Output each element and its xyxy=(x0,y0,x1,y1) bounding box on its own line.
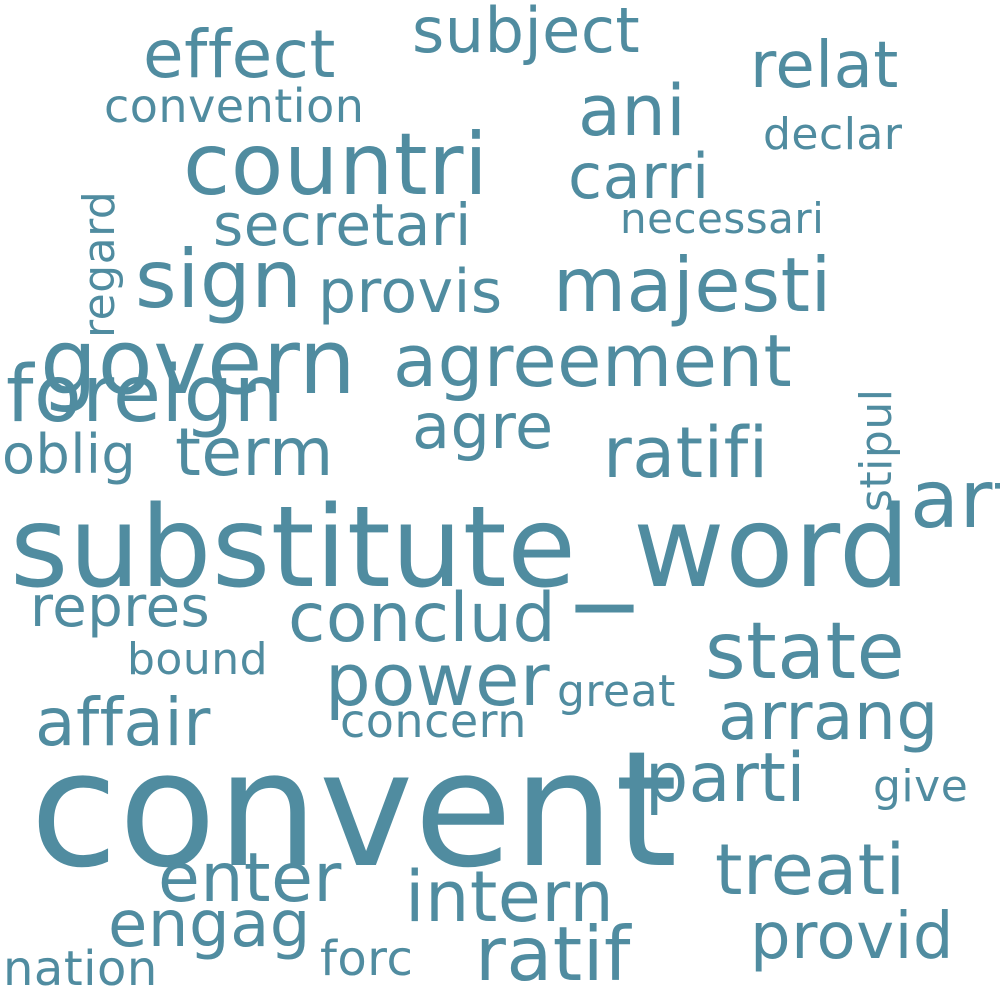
word-majesti: majesti xyxy=(553,241,832,329)
word-regard: regard xyxy=(74,190,125,338)
word-articl: articl xyxy=(910,453,1000,546)
word-state: state xyxy=(705,607,906,697)
word-convent: convent xyxy=(30,716,679,903)
word-ratifi: ratifi xyxy=(603,412,769,494)
word-necessari: necessari xyxy=(620,194,825,243)
word-provid: provid xyxy=(750,900,954,974)
word-declar: declar xyxy=(763,109,903,160)
word-arrang: arrang xyxy=(718,678,939,755)
word-ani: ani xyxy=(578,70,687,152)
word-subject: subject xyxy=(412,0,641,67)
word-engag: engag xyxy=(108,888,311,962)
word-nation: nation xyxy=(3,941,158,997)
word-substitute-word: substitute_word xyxy=(10,483,911,613)
word-stipul: stipul xyxy=(851,388,902,512)
word-govern: govern xyxy=(40,310,357,415)
word-give: give xyxy=(873,761,969,812)
word-concern: concern xyxy=(340,694,527,748)
word-intern: intern xyxy=(405,856,615,938)
word-carri: carri xyxy=(568,140,710,213)
word-parti: parti xyxy=(645,739,806,818)
word-foreign: foreign xyxy=(6,350,284,440)
word-forc: forc xyxy=(320,931,414,987)
word-agreement: agreement xyxy=(393,319,793,403)
word-secretari: secretari xyxy=(213,191,472,259)
word-repres: repres xyxy=(30,575,211,640)
word-countri: countri xyxy=(183,115,489,215)
word-treati: treati xyxy=(715,829,906,911)
word-conclud: conclud xyxy=(288,579,557,658)
word-enter: enter xyxy=(158,839,342,918)
word-sign: sign xyxy=(135,233,303,326)
word-ratif: ratif xyxy=(475,910,631,998)
word-provis: provis xyxy=(318,257,503,327)
word-affair: affair xyxy=(35,684,211,761)
word-agre: agre xyxy=(412,390,554,463)
word-relat: relat xyxy=(750,29,899,103)
word-great: great xyxy=(557,666,676,717)
word-oblig: oblig xyxy=(2,423,137,486)
word-convention: convention xyxy=(104,79,365,133)
word-effect: effect xyxy=(143,16,336,93)
word-bound: bound xyxy=(127,634,269,685)
word-term: term xyxy=(175,414,334,491)
word-power: power xyxy=(325,638,551,722)
